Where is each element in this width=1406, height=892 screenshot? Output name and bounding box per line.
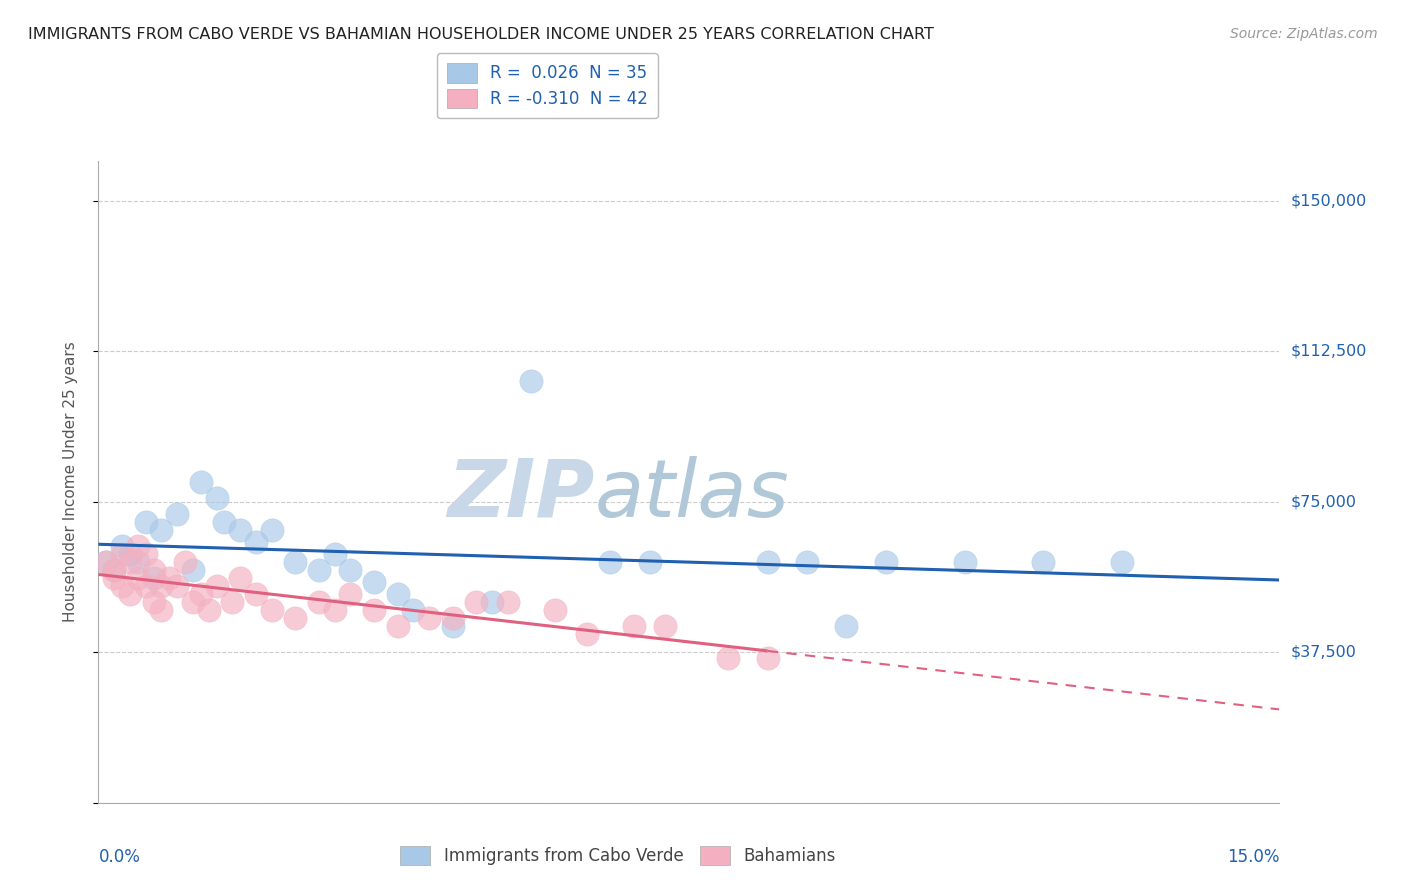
Point	[953, 555, 976, 569]
Point	[118, 555, 141, 569]
Text: $75,000: $75,000	[1291, 494, 1357, 509]
Point	[623, 619, 645, 633]
Point	[181, 563, 204, 577]
Point	[418, 611, 440, 625]
Text: Source: ZipAtlas.com: Source: ZipAtlas.com	[1230, 27, 1378, 41]
Point	[308, 595, 330, 609]
Point	[150, 523, 173, 537]
Point	[229, 571, 252, 585]
Point	[575, 627, 598, 641]
Text: IMMIGRANTS FROM CABO VERDE VS BAHAMIAN HOUSEHOLDER INCOME UNDER 25 YEARS CORRELA: IMMIGRANTS FROM CABO VERDE VS BAHAMIAN H…	[28, 27, 934, 42]
Point	[181, 595, 204, 609]
Point	[214, 515, 236, 529]
Point	[205, 491, 228, 505]
Point	[111, 547, 134, 561]
Point	[127, 555, 149, 569]
Point	[756, 651, 779, 665]
Point	[363, 603, 385, 617]
Point	[166, 507, 188, 521]
Point	[111, 539, 134, 553]
Y-axis label: Householder Income Under 25 years: Householder Income Under 25 years	[63, 342, 77, 622]
Point	[654, 619, 676, 633]
Text: 15.0%: 15.0%	[1227, 847, 1279, 866]
Point	[190, 587, 212, 601]
Point	[118, 547, 141, 561]
Point	[717, 651, 740, 665]
Point	[150, 579, 173, 593]
Point	[157, 571, 180, 585]
Point	[835, 619, 858, 633]
Point	[96, 555, 118, 569]
Legend: Immigrants from Cabo Verde, Bahamians: Immigrants from Cabo Verde, Bahamians	[394, 839, 842, 871]
Text: $150,000: $150,000	[1291, 194, 1367, 208]
Point	[96, 555, 118, 569]
Point	[103, 563, 125, 577]
Text: $37,500: $37,500	[1291, 645, 1357, 660]
Point	[599, 555, 621, 569]
Point	[544, 603, 567, 617]
Point	[118, 587, 141, 601]
Point	[245, 587, 267, 601]
Point	[402, 603, 425, 617]
Point	[103, 563, 125, 577]
Point	[756, 555, 779, 569]
Text: 0.0%: 0.0%	[98, 847, 141, 866]
Point	[339, 563, 361, 577]
Point	[103, 571, 125, 585]
Point	[205, 579, 228, 593]
Point	[135, 515, 157, 529]
Point	[221, 595, 243, 609]
Point	[465, 595, 488, 609]
Point	[1032, 555, 1054, 569]
Point	[387, 619, 409, 633]
Point	[127, 571, 149, 585]
Point	[323, 547, 346, 561]
Point	[363, 575, 385, 590]
Point	[387, 587, 409, 601]
Point	[260, 523, 283, 537]
Point	[441, 619, 464, 633]
Point	[481, 595, 503, 609]
Point	[190, 475, 212, 489]
Point	[796, 555, 818, 569]
Text: atlas: atlas	[595, 456, 789, 533]
Point	[1111, 555, 1133, 569]
Point	[260, 603, 283, 617]
Point	[339, 587, 361, 601]
Point	[135, 547, 157, 561]
Point	[142, 563, 165, 577]
Point	[111, 579, 134, 593]
Point	[638, 555, 661, 569]
Point	[284, 611, 307, 625]
Point	[197, 603, 219, 617]
Point	[150, 603, 173, 617]
Point	[245, 535, 267, 549]
Point	[323, 603, 346, 617]
Point	[308, 563, 330, 577]
Point	[166, 579, 188, 593]
Point	[441, 611, 464, 625]
Point	[520, 375, 543, 389]
Point	[142, 571, 165, 585]
Text: $112,500: $112,500	[1291, 343, 1367, 359]
Point	[174, 555, 197, 569]
Point	[229, 523, 252, 537]
Point	[284, 555, 307, 569]
Text: ZIP: ZIP	[447, 456, 595, 533]
Point	[496, 595, 519, 609]
Point	[875, 555, 897, 569]
Point	[135, 579, 157, 593]
Point	[127, 539, 149, 553]
Point	[142, 595, 165, 609]
